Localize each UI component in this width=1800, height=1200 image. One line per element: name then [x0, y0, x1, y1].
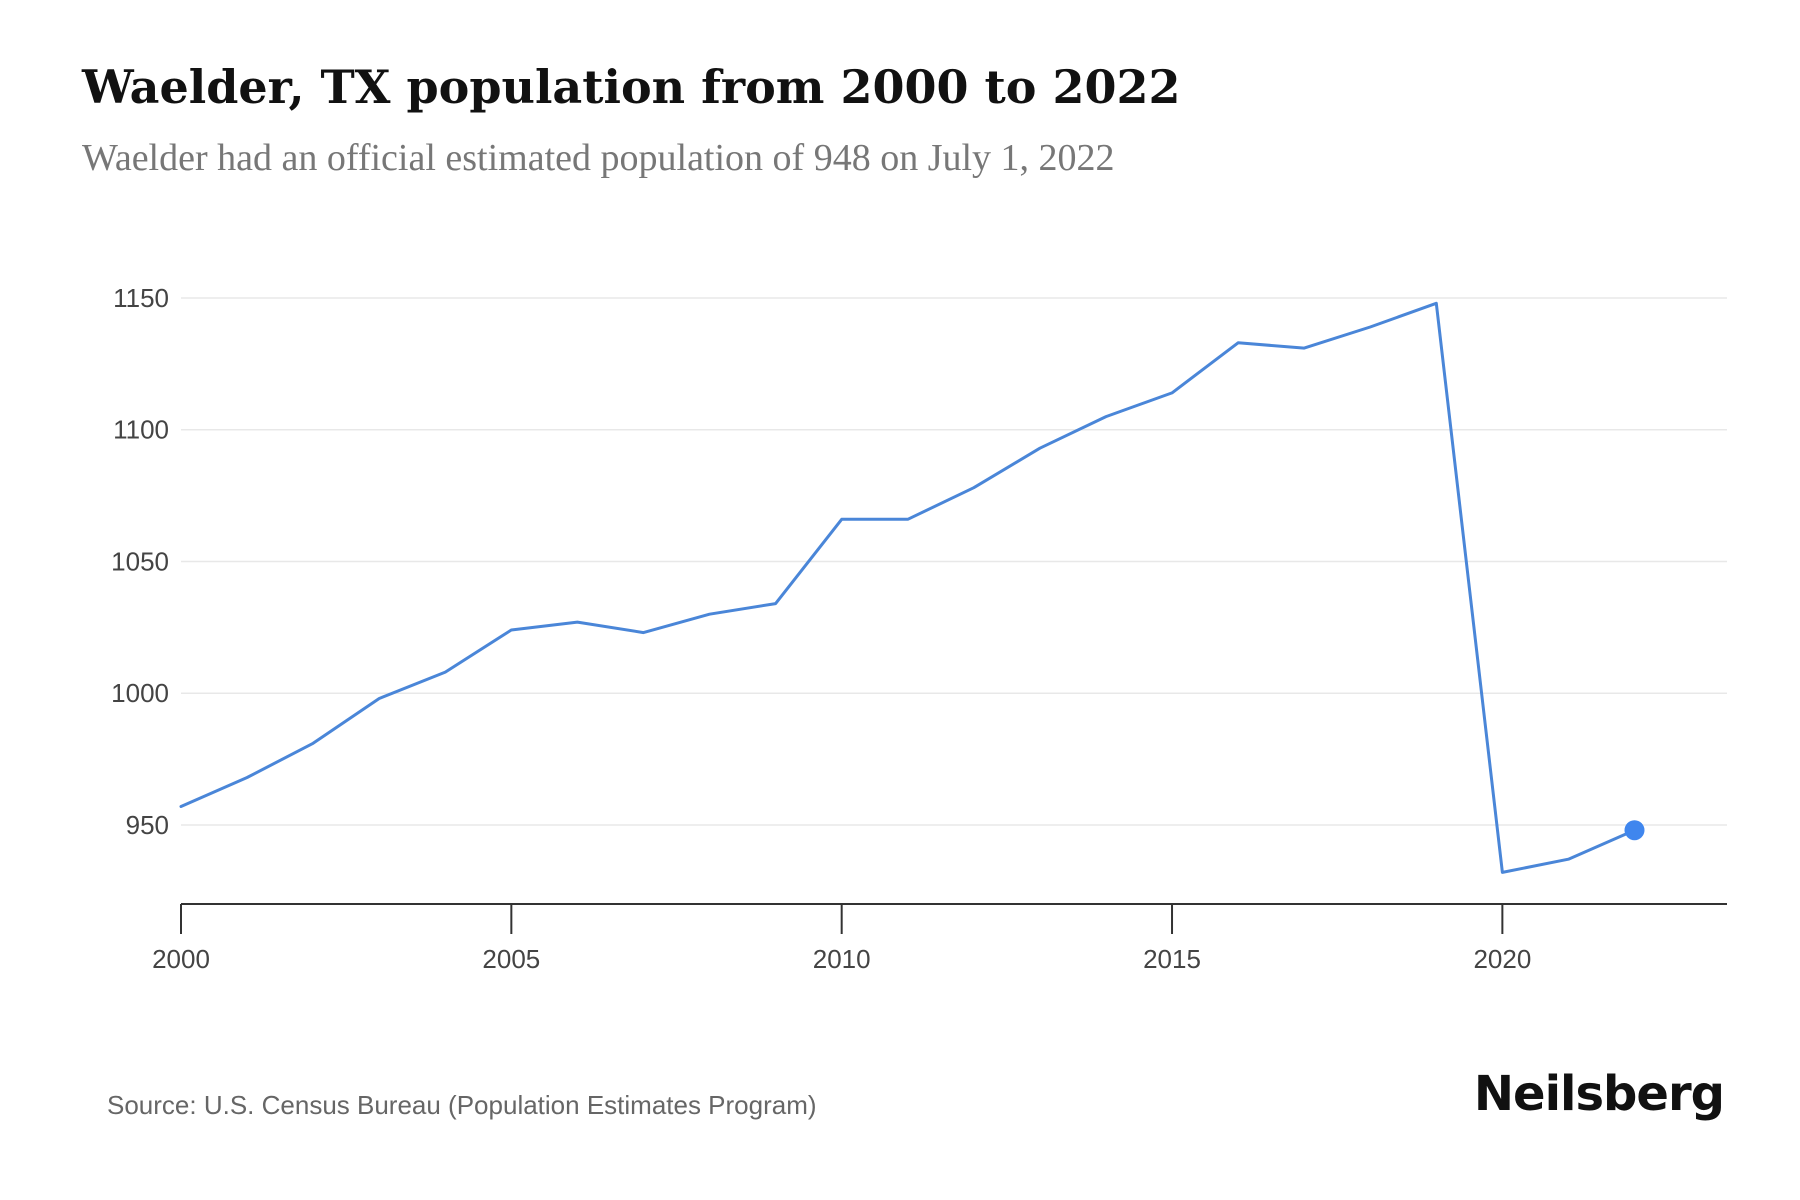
x-tick-label-2000: 2000: [152, 944, 210, 974]
y-tick-label-1150: 1150: [113, 283, 169, 313]
x-axis: 2000 2005 2010 2015 2020: [152, 903, 1727, 974]
y-axis-labels: 950 1000 1050 1100 1150: [111, 283, 169, 840]
brand-logo: Neilsberg: [1473, 1066, 1725, 1122]
last-data-point: [1624, 820, 1645, 841]
source-note: Source: U.S. Census Bureau (Population E…: [107, 1090, 817, 1120]
series-layer: [179, 301, 1645, 874]
x-tick-label-2020: 2020: [1473, 944, 1531, 974]
y-tick-label-1100: 1100: [113, 415, 169, 445]
series-line-0: [179, 301, 1636, 874]
y-tick-label-1000: 1000: [111, 678, 169, 708]
chart-subtitle: Waelder had an official estimated popula…: [82, 137, 1115, 179]
y-tick-label-1050: 1050: [111, 546, 169, 576]
grid-lines: [181, 297, 1727, 826]
y-tick-label-950: 950: [126, 810, 169, 840]
x-tick-label-2015: 2015: [1143, 944, 1201, 974]
x-tick-label-2005: 2005: [482, 944, 540, 974]
x-tick-label-2010: 2010: [813, 944, 871, 974]
chart-title: Waelder, TX population from 2000 to 2022: [82, 60, 1181, 114]
